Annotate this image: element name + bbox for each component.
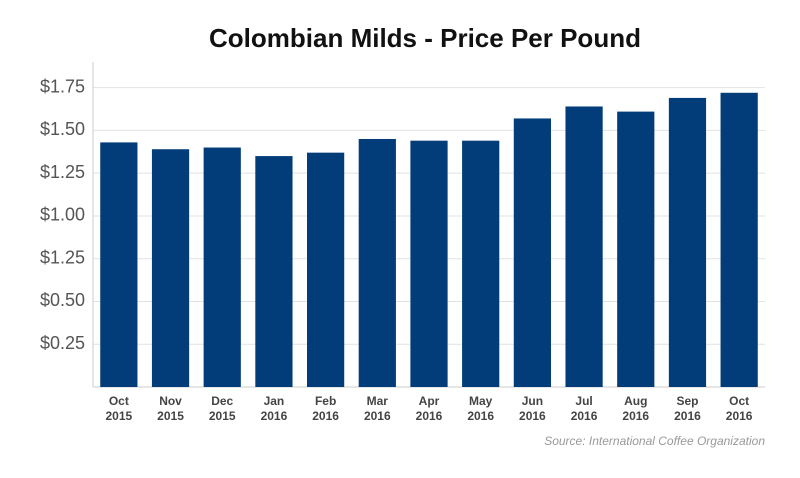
x-tick-label: Oct 2015 xyxy=(105,394,133,423)
bar xyxy=(410,140,448,387)
bar xyxy=(720,92,758,387)
x-tick-label: May 2016 xyxy=(467,394,495,423)
x-tick-label: Apr 2016 xyxy=(415,394,443,423)
y-tick-label: $0.50 xyxy=(40,290,85,310)
y-tick-label: $1.75 xyxy=(40,76,85,96)
y-tick-label: $1.50 xyxy=(40,119,85,139)
bar xyxy=(307,152,345,387)
chart-title: Colombian Milds - Price Per Pound xyxy=(209,23,641,53)
bar xyxy=(358,138,396,387)
y-tick-label: $1.25 xyxy=(40,247,85,267)
x-tick-label: Nov 2015 xyxy=(157,394,184,423)
bar xyxy=(462,140,500,387)
bar xyxy=(255,156,293,387)
x-tick-label: Jan 2016 xyxy=(260,394,288,423)
x-tick-label: Sep 2016 xyxy=(674,394,701,423)
bar xyxy=(100,142,138,387)
bar xyxy=(565,106,603,387)
x-tick-label: Dec 2015 xyxy=(208,394,236,423)
x-tick-label: Feb 2016 xyxy=(312,394,339,423)
source-note: Source: International Coffee Organizatio… xyxy=(544,434,765,448)
y-tick-label: $1.25 xyxy=(40,162,85,182)
x-tick-label: Jul 2016 xyxy=(570,394,598,423)
bar xyxy=(203,147,241,387)
bar xyxy=(513,118,551,388)
x-tick-label: Aug 2016 xyxy=(622,394,650,423)
x-tick-label: Jun 2016 xyxy=(519,394,546,423)
x-tick-label: Oct 2016 xyxy=(725,394,753,423)
bar xyxy=(617,111,655,388)
bar xyxy=(668,97,707,387)
bar xyxy=(151,149,190,387)
y-tick-label: $0.25 xyxy=(40,333,85,353)
y-tick-label: $1.00 xyxy=(40,205,85,225)
x-tick-label: Mar 2016 xyxy=(363,394,391,423)
